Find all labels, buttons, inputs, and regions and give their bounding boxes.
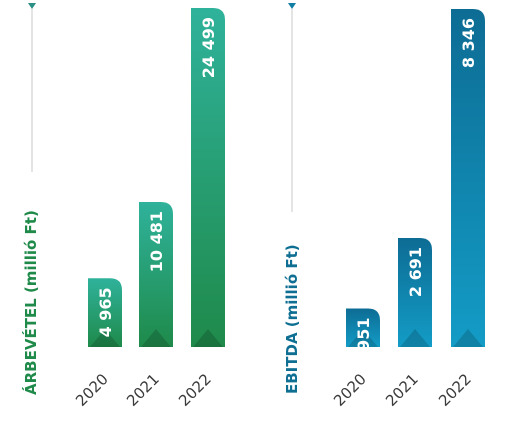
revenue-bar-base-accent-2020 xyxy=(90,329,120,347)
revenue-bar-base-accent-2021 xyxy=(141,329,171,347)
ebitda-marker-triangle xyxy=(288,3,296,9)
revenue-value-label-2020: 4 965 xyxy=(96,287,115,337)
revenue-tick-label-2020: 2020 xyxy=(72,370,112,410)
ebitda-bar-base-accent-2021 xyxy=(400,329,430,347)
revenue-bar-2020 xyxy=(88,278,122,347)
revenue-tick-label-2021: 2021 xyxy=(123,370,163,410)
revenue-bar-base-accent-2022 xyxy=(193,329,223,347)
ebitda-tick-label-2022: 2022 xyxy=(435,370,475,410)
ebitda-axis-title: EBITDA (millió Ft) xyxy=(283,244,301,394)
ebitda-bar-2022 xyxy=(451,9,485,347)
ebitda-bar-2020 xyxy=(346,308,380,347)
revenue-tick-label-2022: 2022 xyxy=(175,370,215,410)
revenue-value-label-2022: 24 499 xyxy=(199,17,218,78)
revenue-value-label-2021: 10 481 xyxy=(147,211,166,272)
ebitda-bar-2021 xyxy=(398,238,432,347)
revenue-bar-2022 xyxy=(191,8,225,347)
chart-ebitda: EBITDA (millió Ft) 951 2020 2 691 2021 8 346… xyxy=(283,3,485,410)
ebitda-tick-label-2021: 2021 xyxy=(382,370,422,410)
ebitda-bar-base-accent-2020 xyxy=(348,329,378,347)
revenue-bar-2021 xyxy=(139,201,173,347)
ebitda-value-label-2022: 8 346 xyxy=(459,18,478,68)
revenue-bars: 4 965 2020 10 481 2021 24 499 2022 xyxy=(72,8,225,410)
revenue-axis-title: ÁRBEVÉTEL (millió Ft) xyxy=(21,210,40,395)
ebitda-value-label-2021: 2 691 xyxy=(406,247,425,297)
ebitda-value-label-2020: 951 xyxy=(354,317,373,350)
chart-revenue: ÁRBEVÉTEL (millió Ft) 4 965 2020 10 481 202… xyxy=(21,3,225,410)
ebitda-tick-label-2020: 2020 xyxy=(330,370,370,410)
ebitda-bar-base-accent-2022 xyxy=(453,329,483,347)
ebitda-bars: 951 2020 2 691 2021 8 346 2022 xyxy=(330,9,485,410)
revenue-marker-triangle xyxy=(28,3,36,9)
